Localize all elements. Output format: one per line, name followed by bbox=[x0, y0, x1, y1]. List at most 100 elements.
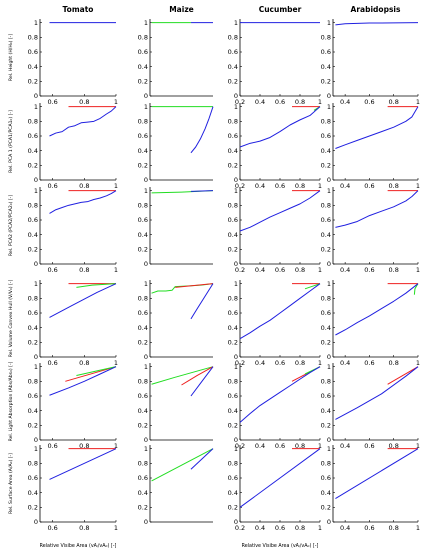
y-tick-label: 0.2 bbox=[321, 162, 331, 170]
x-tick-label: 1 bbox=[114, 266, 118, 274]
column-title-maize: Maize bbox=[169, 5, 194, 14]
y-tick-label: 0.4 bbox=[138, 324, 148, 332]
y-tick-label: 1 bbox=[327, 280, 331, 288]
x-tick-label: 0.8 bbox=[295, 524, 305, 532]
y-tick-label: 0.4 bbox=[228, 147, 238, 155]
y-tick-label: 0.2 bbox=[228, 339, 238, 347]
y-tick-label: 0.2 bbox=[138, 422, 148, 430]
x-tick-label: 0.4 bbox=[255, 359, 265, 367]
y-tick-label: 0.4 bbox=[228, 407, 238, 415]
x-tick-label: 1 bbox=[114, 442, 118, 450]
y-tick-label: 1 bbox=[34, 280, 38, 288]
x-tick-label: 0.4 bbox=[340, 266, 350, 274]
y-tick-label: 0.4 bbox=[321, 407, 331, 415]
x-tick-label: 1 bbox=[318, 98, 322, 106]
y-tick-label: 0.8 bbox=[28, 118, 38, 126]
y-tick-label: 0.6 bbox=[321, 132, 331, 140]
y-tick-label: 0 bbox=[327, 176, 331, 184]
y-tick-label: 0.6 bbox=[28, 392, 38, 400]
series-line-blue bbox=[190, 366, 214, 397]
y-tick-label: 0.2 bbox=[138, 504, 148, 512]
y-tick-label: 0.2 bbox=[138, 246, 148, 254]
y-tick-label: 0.4 bbox=[138, 407, 148, 415]
y-tick-label: 0.6 bbox=[228, 309, 238, 317]
y-tick-label: 0 bbox=[144, 176, 148, 184]
x-tick-label: 1 bbox=[114, 182, 118, 190]
x-tick-label: 0.4 bbox=[340, 98, 350, 106]
y-tick-label: 0.4 bbox=[28, 231, 38, 239]
y-tick-label: 0.4 bbox=[228, 324, 238, 332]
y-tick-label: 0 bbox=[34, 92, 38, 100]
x-tick-label: 0.6 bbox=[47, 359, 57, 367]
series-line-green bbox=[76, 283, 117, 288]
y-tick-label: 0.8 bbox=[28, 34, 38, 42]
subplot-r0-c2: 00.20.40.60.810.2 0.4 0.6 0.8 1 bbox=[228, 19, 322, 106]
x-tick-label: 0.6 bbox=[47, 442, 57, 450]
x-tick-label: 0.6 bbox=[47, 182, 57, 190]
subplot-r2-c1: 0 0.2 0.4 0.6 0.8 1 bbox=[138, 187, 214, 268]
x-tick-label: 0.4 bbox=[340, 442, 350, 450]
row-ylabel-0: Rel. Height (H/H₀) [-] bbox=[8, 34, 14, 81]
series-line-blue bbox=[49, 283, 117, 318]
series-line-blue bbox=[49, 190, 117, 214]
x-tick-label: 0.6 bbox=[364, 442, 374, 450]
x-tick-label: 0.8 bbox=[295, 359, 305, 367]
y-tick-label: 0.4 bbox=[138, 63, 148, 71]
row-ylabel-5: Rel. Surface Area (A/A₀) [-] bbox=[8, 453, 14, 514]
x-tick-label: 0.6 bbox=[275, 98, 285, 106]
y-tick-label: 0.2 bbox=[28, 78, 38, 86]
x-tick-label: 0.6 bbox=[275, 524, 285, 532]
y-tick-label: 0.2 bbox=[138, 78, 148, 86]
y-tick-label: 1 bbox=[234, 19, 238, 27]
x-tick-label: 0.6 bbox=[275, 359, 285, 367]
subplot-r0-c0: 0 0.2 0.4 0.6 0.8 1 0.6 0.8 1 bbox=[28, 19, 118, 106]
x-tick-label: 0.2 bbox=[235, 98, 245, 106]
y-tick-label: 0 bbox=[234, 436, 238, 444]
x-tick-label: 1 bbox=[114, 98, 118, 106]
y-tick-label: 0.8 bbox=[321, 378, 331, 386]
subplot-r5-c2: 00.20.40.60.810.2 0.4 0.6 0.8 1 bbox=[228, 445, 322, 532]
subplot-r4-c1: 0 0.2 0.4 0.6 0.8 1 bbox=[138, 363, 214, 444]
y-tick-label: 0.6 bbox=[28, 132, 38, 140]
x-axis-label-col-2: Relative Visibe Area (vAᵢ/vA₀) [-] bbox=[242, 543, 319, 549]
y-tick-label: 0 bbox=[327, 353, 331, 361]
y-tick-label: 0.4 bbox=[228, 63, 238, 71]
x-tick-label: 1 bbox=[318, 182, 322, 190]
column-title-tomato: Tomato bbox=[63, 5, 94, 14]
y-tick-label: 1 bbox=[144, 103, 148, 111]
x-tick-label: 1 bbox=[416, 359, 420, 367]
y-tick-label: 0 bbox=[144, 92, 148, 100]
x-tick-label: 0.4 bbox=[340, 182, 350, 190]
x-tick-label: 0.6 bbox=[275, 266, 285, 274]
y-tick-label: 0.6 bbox=[321, 309, 331, 317]
subplot-r5-c1: 0 0.2 0.4 0.6 0.8 1 bbox=[138, 445, 214, 526]
y-tick-label: 0.4 bbox=[321, 147, 331, 155]
y-tick-label: 0.8 bbox=[28, 460, 38, 468]
y-tick-label: 0.2 bbox=[28, 246, 38, 254]
x-tick-label: 0.6 bbox=[47, 98, 57, 106]
x-tick-label: 0.8 bbox=[79, 442, 89, 450]
x-tick-label: 0.2 bbox=[235, 524, 245, 532]
y-tick-label: 0.6 bbox=[321, 392, 331, 400]
column-title-arabidopsis: Arabidopsis bbox=[351, 5, 401, 14]
y-tick-label: 1 bbox=[234, 187, 238, 195]
y-tick-label: 0.4 bbox=[321, 324, 331, 332]
y-tick-label: 0.4 bbox=[138, 489, 148, 497]
y-tick-label: 0.8 bbox=[321, 34, 331, 42]
series-line-blue bbox=[239, 106, 321, 148]
y-tick-label: 0.4 bbox=[28, 324, 38, 332]
y-tick-label: 0.8 bbox=[228, 202, 238, 210]
y-tick-label: 0.6 bbox=[228, 474, 238, 482]
x-tick-label: 1 bbox=[416, 524, 420, 532]
subplot-r3-c1: 0 0.2 0.4 0.6 0.8 1 bbox=[138, 280, 214, 361]
series-line-blue bbox=[239, 283, 321, 340]
subplot-r0-c1: 0 0.2 0.4 0.6 0.8 1 bbox=[138, 19, 213, 100]
x-tick-label: 0.8 bbox=[79, 98, 89, 106]
x-tick-label: 0.6 bbox=[47, 266, 57, 274]
y-tick-label: 0.8 bbox=[228, 378, 238, 386]
x-tick-label: 0.6 bbox=[275, 442, 285, 450]
y-tick-label: 0.2 bbox=[28, 422, 38, 430]
y-tick-label: 0.6 bbox=[138, 132, 148, 140]
y-tick-label: 0.6 bbox=[321, 474, 331, 482]
series-line-blue bbox=[335, 283, 419, 336]
